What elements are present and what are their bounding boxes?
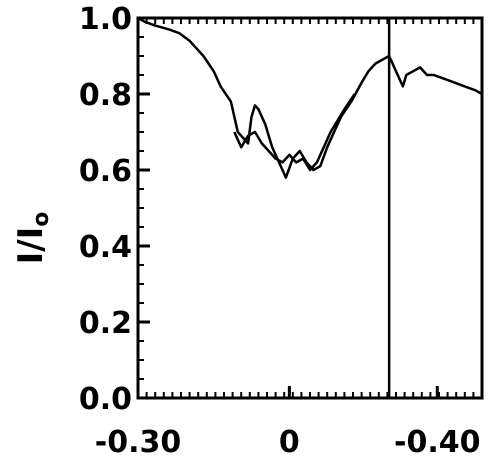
tick-labels: 0.0 0.2 0.4 0.6 0.8 1.0 -0.30 0 -0.40 <box>79 2 481 460</box>
x-tick-label-1: 0 <box>279 425 300 460</box>
y-tick-label-0: 0.0 <box>79 382 132 417</box>
series-line-1 <box>233 93 356 172</box>
x-tick-label-2: -0.40 <box>394 425 480 460</box>
y-tick-label-2: 0.4 <box>79 230 132 265</box>
ticks <box>136 16 483 400</box>
y-axis-label-subscript: o <box>29 212 54 227</box>
series-line-0 <box>137 16 483 179</box>
series-group <box>137 16 483 398</box>
y-axis-label: I/Io <box>11 212 54 265</box>
y-tick-label-5: 1.0 <box>79 2 132 37</box>
y-tick-label-1: 0.2 <box>79 306 132 341</box>
y-tick-label-4: 0.8 <box>79 78 132 113</box>
x-tick-label-0: -0.30 <box>95 425 181 460</box>
y-tick-label-3: 0.6 <box>79 154 132 189</box>
y-axis-label-main: I/I <box>11 227 51 265</box>
